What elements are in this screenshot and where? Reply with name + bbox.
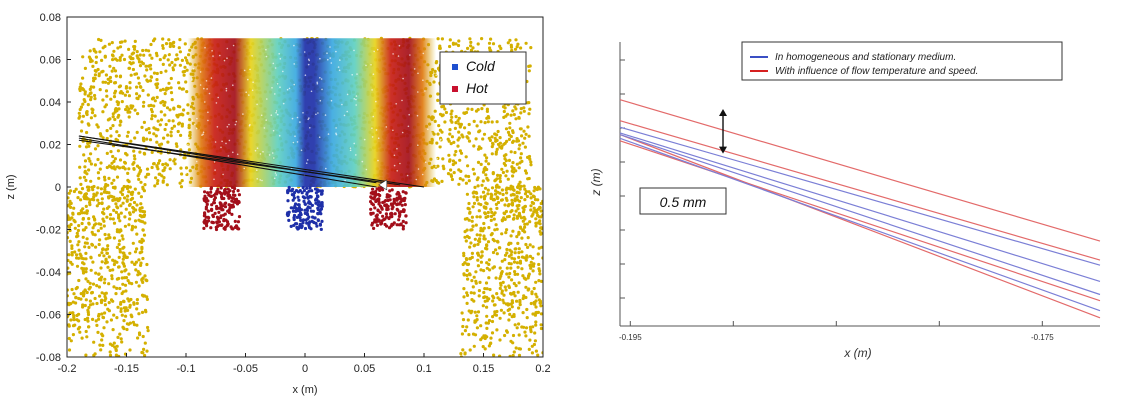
left-x-axis-label: x (m) (292, 384, 317, 396)
left-y-ticks: 0.08 0.06 0.04 0.02 0 -0.02 -0.04 -0.06 -0.08 (36, 12, 71, 364)
right-axes (619, 42, 1100, 327)
left-x-tick-label: 0.1 (416, 363, 431, 375)
annotation-box (639, 187, 727, 215)
right-legend: In homogeneous and stationary medium. Wi… (741, 41, 1063, 81)
annotation: 0.5 mm (639, 109, 728, 215)
blue-ray-6 (619, 134, 1101, 296)
left-scatter-chart: -0.2 -0.15 -0.1 -0.05 0 0.05 0.1 0.15 0.2 0.080.… (5, 12, 551, 396)
left-x-tick-label: -0.15 (114, 363, 139, 375)
hot-jet-0 (202, 185, 242, 232)
left-x-tick-label: 0 (302, 363, 308, 375)
left-y-tick-label: -0.06 (36, 310, 61, 322)
legend-hot-label: Hot (466, 80, 489, 96)
red-ray-1 (619, 120, 1101, 261)
left-x-ticks: -0.2 -0.15 -0.1 -0.05 0 0.05 0.1 0.15 0.2 (58, 353, 551, 375)
red-ray-0 (619, 99, 1101, 242)
left-y-tick-label: -0.02 (36, 225, 61, 237)
blue-ray-7 (619, 137, 1101, 312)
legend-cold-swatch (452, 64, 458, 70)
right-x-tick-label: -0.195 (619, 333, 642, 342)
blue-ray-5 (619, 132, 1101, 282)
left-y-tick-label: -0.04 (36, 267, 61, 279)
left-x-tick-label: 0.05 (354, 363, 375, 375)
left-y-tick-label: 0.08 (40, 12, 61, 24)
right-x-tick-label: -0.175 (1031, 333, 1054, 342)
ray-2 (78, 135, 425, 188)
blue-ray-4 (619, 126, 1101, 266)
source-marker (378, 179, 388, 191)
left-y-tick-label: -0.08 (36, 352, 61, 364)
right-legend-box (741, 41, 1063, 81)
left-x-tick-label: 0.2 (535, 363, 550, 375)
right-y-axis-label: z (m) (589, 168, 603, 196)
right-x-axis-label: x (m) (843, 346, 871, 360)
left-x-tick-label: -0.05 (233, 363, 258, 375)
left-y-tick-label: 0.02 (40, 140, 61, 152)
annotation-arrowhead-top (719, 109, 728, 117)
left-x-tick-label: -0.1 (177, 363, 196, 375)
hot-jet-2 (369, 186, 408, 231)
ray-3 (78, 139, 401, 186)
left-y-axis-label: z (m) (5, 174, 17, 199)
left-legend-box (439, 51, 527, 105)
legend-hot-swatch (452, 86, 458, 92)
right-x-ticks: -0.195 -0.175 (619, 333, 1054, 342)
annotation-arrowhead-bottom (719, 146, 728, 154)
legend-homogeneous-label: In homogeneous and stationary medium. (775, 52, 956, 63)
red-ray-2 (619, 134, 1101, 319)
cold-jet-1 (285, 185, 324, 231)
left-legend: Cold Hot (439, 51, 527, 105)
left-x-tick-label: -0.2 (58, 363, 77, 375)
left-y-tick-label: 0.04 (40, 97, 61, 109)
annotation-label: 0.5 mm (660, 194, 707, 210)
left-y-tick-label: 0 (55, 182, 61, 194)
ray-paths (78, 135, 425, 188)
right-series (619, 99, 1101, 319)
right-line-chart: -0.195 -0.175 x (m) z (m) In homogeneous … (589, 41, 1101, 360)
ray-1 (78, 137, 377, 188)
left-y-tick-label: 0.06 (40, 55, 61, 67)
legend-flow-label: With influence of flow temperature and s… (775, 66, 978, 77)
left-x-tick-label: 0.15 (473, 363, 494, 375)
legend-cold-label: Cold (466, 58, 496, 74)
